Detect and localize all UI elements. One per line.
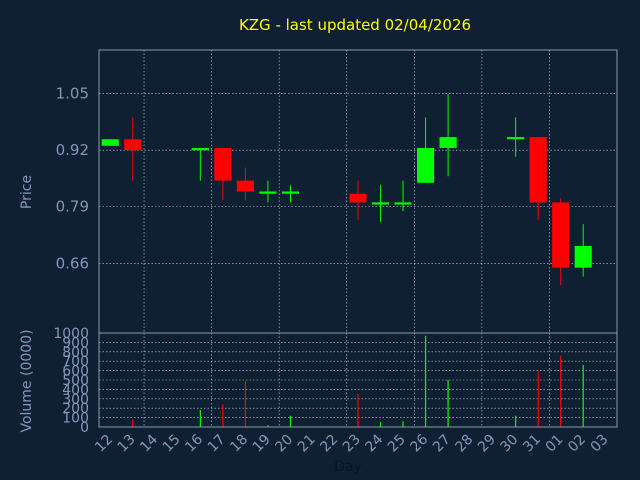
chart-title: KZG - last updated 02/04/2026	[239, 16, 471, 34]
candle-body	[371, 202, 390, 205]
price-ytick-label: 0.92	[56, 141, 89, 159]
volume-ytick-label: 500	[62, 373, 89, 389]
volume-bar	[289, 415, 292, 427]
candle-body	[214, 147, 232, 181]
volume-bar	[199, 410, 201, 427]
candle	[552, 198, 570, 286]
candle-body	[236, 180, 254, 192]
candle-body	[101, 139, 119, 146]
candle	[417, 117, 435, 183]
candle-body	[552, 202, 570, 268]
volume-bar	[560, 355, 562, 427]
x-tick-labels: 1213141516171819202122232425262728293031…	[92, 431, 611, 455]
candle-body	[417, 147, 435, 183]
candle	[507, 117, 525, 157]
volume-plot-border	[98, 332, 618, 428]
candle	[101, 139, 119, 146]
candle	[214, 147, 232, 201]
candle-body	[439, 137, 457, 148]
price-axis-label: Price	[19, 175, 35, 209]
candle-body	[259, 191, 277, 194]
volume-bar	[244, 380, 246, 427]
volume-bar	[222, 404, 224, 427]
volume-bar	[447, 380, 449, 427]
volume-ytick-label: 300	[62, 392, 89, 408]
volume-bar	[357, 394, 359, 427]
candle-body	[529, 137, 547, 203]
volume-bar	[267, 425, 269, 427]
volume-bars	[132, 335, 584, 427]
candle	[191, 147, 209, 181]
candle	[394, 180, 412, 212]
price-ytick-labels: 1.05 0.92 0.79 0.66	[56, 85, 89, 273]
volume-bar	[582, 364, 584, 427]
volume-ytick-label: 0	[80, 420, 89, 436]
volume-ytick-label: 100	[62, 411, 89, 427]
candle-body	[507, 137, 525, 140]
candle	[349, 180, 367, 220]
candle-body	[349, 193, 367, 203]
candle-body	[281, 191, 299, 194]
volume-bar	[132, 419, 134, 427]
candle	[124, 117, 142, 181]
volume-axis-label: Volume (0000)	[19, 329, 35, 432]
candle-body	[574, 245, 592, 268]
volume-ytick-label: 1000	[53, 326, 89, 342]
candle-body	[394, 202, 412, 205]
volume-bar	[379, 422, 382, 427]
candle	[529, 137, 547, 220]
price-ytick-label: 0.66	[56, 254, 89, 272]
price-ytick-label: 0.79	[56, 198, 89, 216]
volume-ytick-label: 700	[62, 354, 89, 370]
volume-ytick-label: 600	[62, 364, 89, 380]
volume-bar	[424, 335, 427, 427]
candle	[574, 224, 592, 277]
candle-body	[124, 139, 142, 151]
price-ytick-label: 1.05	[56, 85, 89, 103]
volume-bar	[515, 415, 517, 427]
candle	[371, 184, 390, 222]
volume-ytick-label: 400	[62, 382, 89, 398]
volume-ytick-label: 800	[62, 345, 89, 361]
candle	[439, 93, 457, 177]
candle	[259, 180, 277, 203]
price-panel: 1.05 0.92 0.79 0.66 Price	[19, 49, 618, 334]
price-candles	[101, 93, 592, 286]
candle-body	[191, 147, 209, 151]
volume-ytick-label: 900	[62, 335, 89, 351]
volume-bar	[402, 421, 404, 427]
volume-bar	[537, 370, 539, 427]
x-axis-label: Day	[334, 459, 362, 475]
candle	[281, 184, 299, 203]
volume-ytick-label: 200	[62, 401, 89, 417]
candle	[236, 167, 254, 201]
